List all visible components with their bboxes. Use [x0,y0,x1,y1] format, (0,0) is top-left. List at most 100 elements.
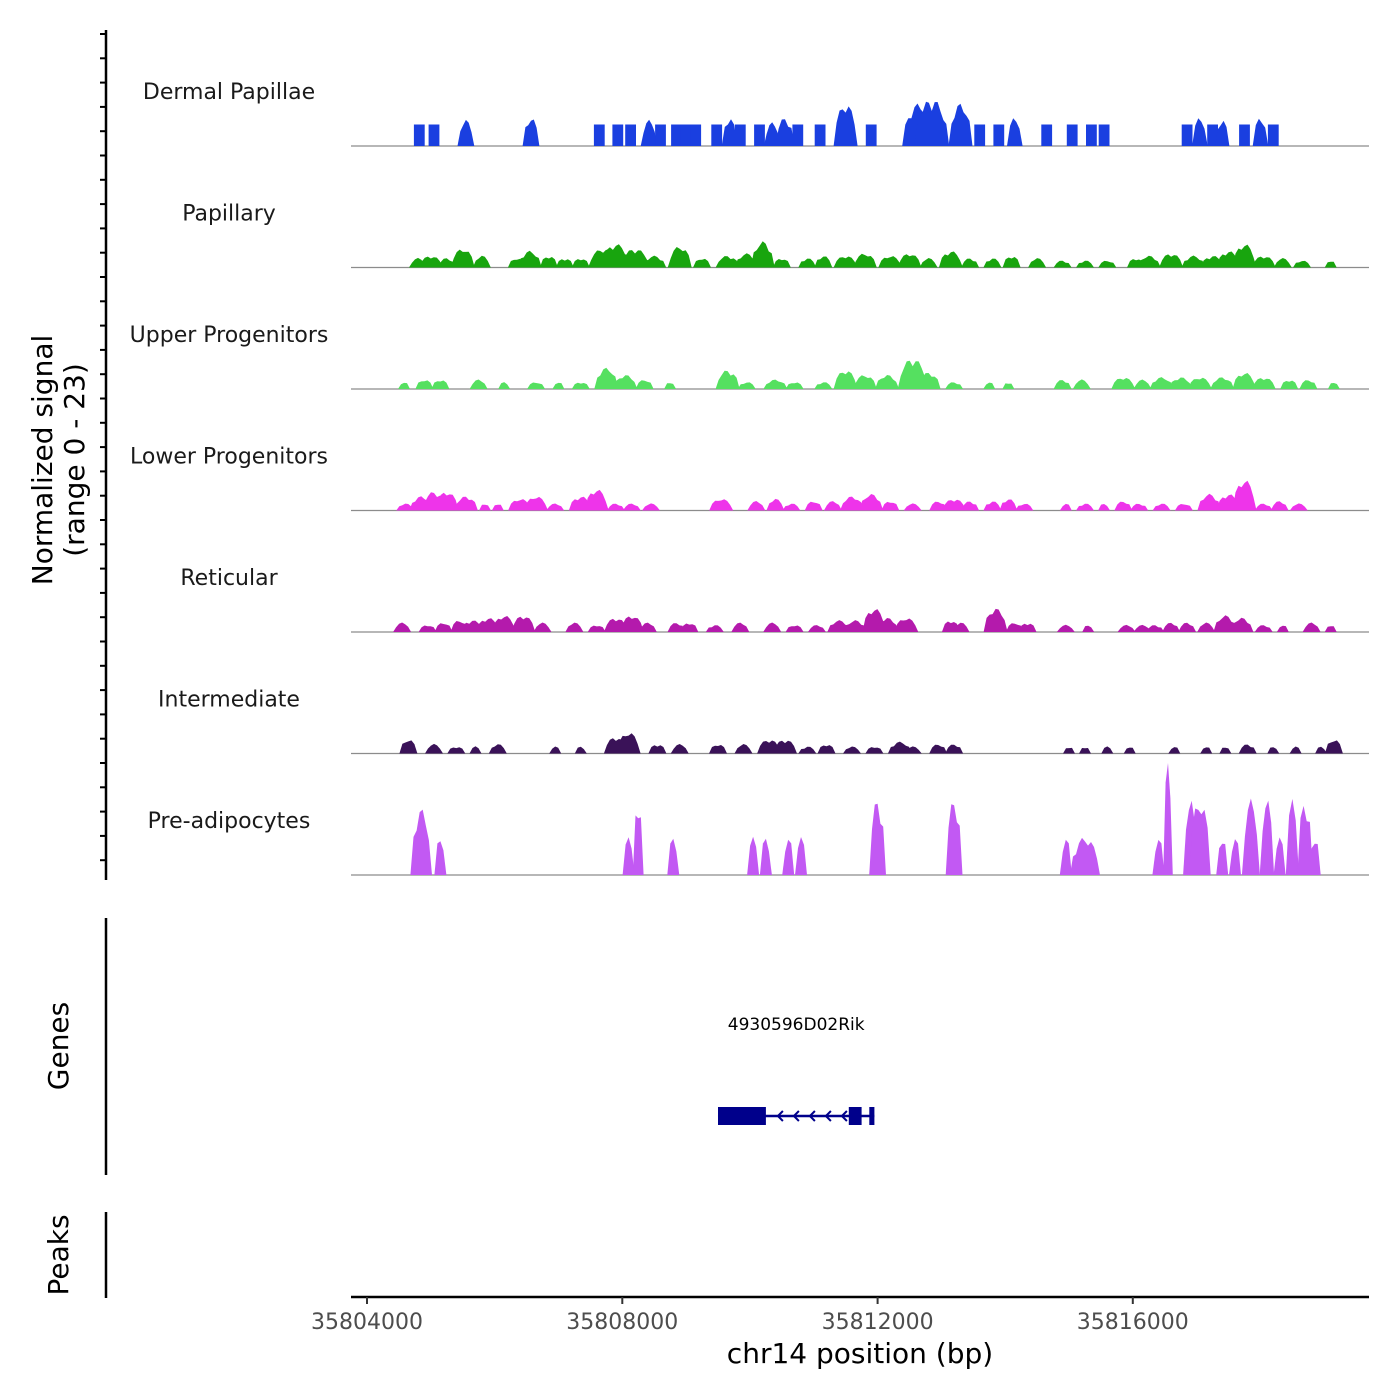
coverage-peak [916,373,941,389]
coverage-peak [632,815,644,875]
y-axis-range-label: (range 0 - 23) [58,363,91,557]
coverage-peak [734,124,746,146]
coverage-peak [584,489,609,511]
coverage-peak [945,804,963,875]
coverage-peak [1149,377,1174,389]
coverage-peak [418,625,437,632]
coverage-peak [766,498,785,511]
coverage-peak [709,745,727,754]
coverage-peak [1200,747,1213,754]
coverage-peak [1327,383,1340,389]
coverage-peak [472,255,491,268]
coverage-peak [843,620,868,632]
track-label: Papillary [182,202,276,227]
coverage-peak [622,503,641,511]
coverage-peak [1070,837,1100,875]
coverage-peak [711,124,723,146]
coverage-peak [1082,625,1095,632]
coverage-peak [1159,254,1184,268]
coverage-peak [1072,379,1091,389]
y-axis-title: Normalized signal [26,335,59,586]
coverage-peak [522,119,540,146]
coverage-peak [398,382,410,389]
coverage-peak [1302,622,1321,632]
coverage-peak [1259,800,1275,875]
track-label: Lower Progenitors [130,445,328,470]
coverage-peak [571,259,590,268]
coverage-peak [792,124,804,146]
x-tick-label: 35804000 [311,1310,423,1335]
coverage-peak [795,837,807,875]
coverage-peak [983,258,1002,268]
coverage-peak [772,259,791,268]
coverage-peak [1076,503,1094,511]
coverage-peak [773,740,797,754]
coverage-peak [1002,257,1021,268]
gene-exon [718,1107,766,1125]
coverage-peak [594,367,619,389]
coverage-peak [942,499,967,511]
coverage-peak [1117,624,1136,632]
coverage-peak [1299,380,1318,389]
coverage-peak [1229,839,1241,875]
coverage-peak [1210,377,1235,389]
coverage-peak [450,249,475,268]
coverage-peak [533,622,552,632]
coverage-peak [1059,839,1072,875]
coverage-peak [948,103,973,146]
coverage-peak [1133,624,1152,632]
coverage-peak [1189,808,1211,875]
coverage-peak [1178,622,1197,632]
coverage-peak [1063,747,1075,754]
coverage-peak [1174,504,1193,511]
coverage-peak [747,836,760,875]
coverage-peak [775,119,795,146]
coverage-peak [929,501,948,511]
x-axis-ticks: 35804000 35808000 35812000 35816000 [311,1297,1189,1335]
coverage-peak [1187,377,1212,389]
coverage-peak [1066,124,1078,146]
coverage-peak [1059,503,1072,511]
coverage-peak [457,119,475,146]
coverage-peak [804,501,823,511]
coverage-peak [1276,625,1289,632]
coverage-peak [1007,118,1023,146]
coverage-peak [667,247,692,268]
coverage-peak [1181,255,1206,268]
coverage-peak [1028,258,1047,268]
coverage-peak [693,258,711,268]
coverage-peak [1232,373,1257,389]
coverage-peak [648,745,667,754]
gene-exon [869,1107,875,1125]
coverage-peak [1289,746,1302,754]
coverage-peak [903,746,922,754]
coverage-peak [961,258,980,268]
coverage-peak [524,496,549,511]
coverage-peak [469,379,488,389]
gene-strand-arrow [808,1110,816,1122]
coverage-peak [833,371,858,389]
coverage-peak [1098,124,1110,146]
coverage-peak [555,259,574,268]
coverage-peak [527,382,546,389]
coverage-peak [1293,260,1311,268]
coverage-peak [1241,798,1260,875]
coverage-peak [431,380,450,389]
coverage-peak [667,838,680,875]
coverage-peak [622,837,635,875]
coverage-peak [399,740,418,754]
coverage-peak [763,122,781,146]
coverage-peak [1152,503,1171,511]
coverage-peak [413,124,425,146]
coverage-peak [1324,261,1337,268]
coverage-peak [833,256,858,268]
coverage-peak [1324,626,1337,632]
coverage-peak [951,622,970,632]
coverage-peak [1207,124,1218,146]
coverage-peak [640,119,658,146]
coverage-peak [754,124,765,146]
coverage-peak [606,503,625,511]
coverage-peak [1215,120,1230,146]
coverage-peak [1168,377,1193,389]
track-intermediate: Intermediate [158,688,1369,755]
